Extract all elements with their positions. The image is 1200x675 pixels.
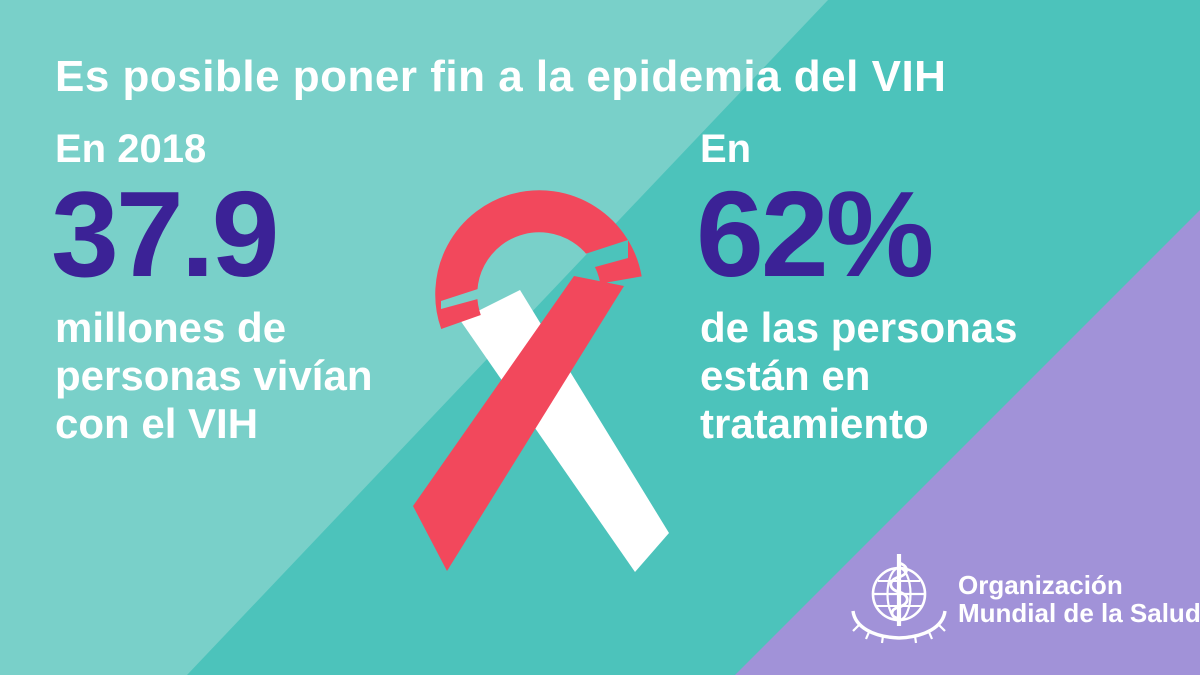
laurel-leaves-left — [852, 624, 885, 644]
stat-left-column: En 2018 37.9 millones de personas vivían… — [51, 126, 455, 448]
who-logo-lockup: Organización Mundial de la Salud — [848, 548, 1200, 650]
stat-right-desc-line2: están en — [700, 352, 871, 400]
laurel-branch-right — [898, 610, 947, 640]
asclepius-serpent — [889, 561, 909, 620]
stat-left-desc-line3: con el VIH — [55, 399, 259, 447]
red-awareness-ribbon-icon — [413, 190, 669, 572]
ribbon-white-band — [460, 290, 669, 572]
stat-right-column: En 62% de las personas están en tratamie… — [696, 126, 1100, 448]
stat-right-value: 62% — [696, 166, 934, 302]
purple-corner-triangle — [735, 210, 1200, 675]
stat-left-desc-line1: millones de — [55, 304, 287, 352]
light-teal-diagonal-panel — [0, 0, 828, 675]
stat-left-value: 37.9 — [51, 166, 279, 302]
stat-right-period: En — [700, 127, 752, 171]
laurel-leaves-right — [913, 624, 946, 644]
who-logo-text: Organización Mundial de la Salud — [958, 571, 1200, 627]
who-emblem-icon — [851, 554, 947, 644]
page-title: Es posible poner fin a la epidemia del V… — [55, 52, 947, 101]
stat-left-desc-line2: personas vivían — [55, 352, 373, 400]
stat-right-description: de las personas están en tratamiento — [700, 304, 1100, 448]
ribbon-red-band — [413, 276, 624, 571]
stat-left-period: En 2018 — [55, 127, 207, 171]
who-logo-line1: Organización — [958, 569, 1123, 600]
stat-right-desc-line3: tratamiento — [700, 399, 929, 447]
laurel-branch-left — [851, 610, 900, 640]
who-logo-line2: Mundial de la Salud — [958, 598, 1200, 628]
stat-right-desc-line1: de las personas — [700, 304, 1018, 352]
stat-left-description: millones de personas vivían con el VIH — [55, 304, 455, 448]
ribbon-red-loop — [435, 190, 642, 329]
